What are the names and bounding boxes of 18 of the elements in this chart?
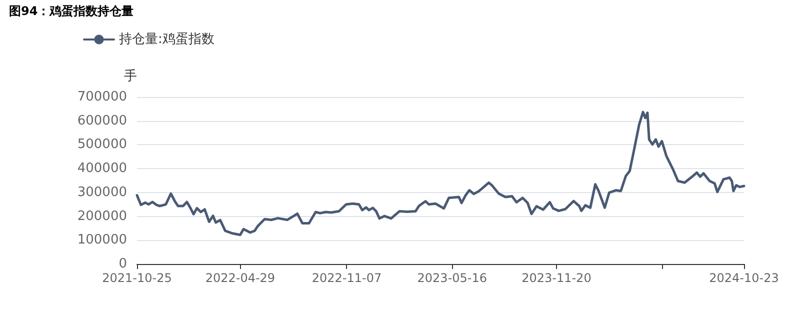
x-tick-label: 2024-10-23 <box>709 271 779 285</box>
x-tick-label: 2022-11-07 <box>312 271 382 285</box>
y-tick-label: 700000 <box>77 90 127 104</box>
legend-label: 持仓量:鸡蛋指数 <box>119 32 214 47</box>
y-tick-label: 600000 <box>77 113 127 128</box>
x-tick-label: 2023-11-20 <box>522 271 592 285</box>
y-axis-title: 手 <box>124 69 137 84</box>
y-tick-label: 500000 <box>77 137 127 152</box>
y-tick-label: 0 <box>118 256 127 272</box>
line-series <box>136 110 746 236</box>
chart-title: 图94：鸡蛋指数持仓量 <box>9 4 134 18</box>
y-tick-label: 300000 <box>77 184 127 200</box>
x-tick-label: 2021-10-25 <box>102 271 172 285</box>
y-tick-label: 400000 <box>77 161 127 176</box>
y-tick-label: 100000 <box>77 232 127 248</box>
x-tick-label: 2023-05-16 <box>417 271 488 285</box>
x-tick-label: 2022-04-29 <box>205 271 276 285</box>
y-tick-label: 200000 <box>77 208 127 224</box>
